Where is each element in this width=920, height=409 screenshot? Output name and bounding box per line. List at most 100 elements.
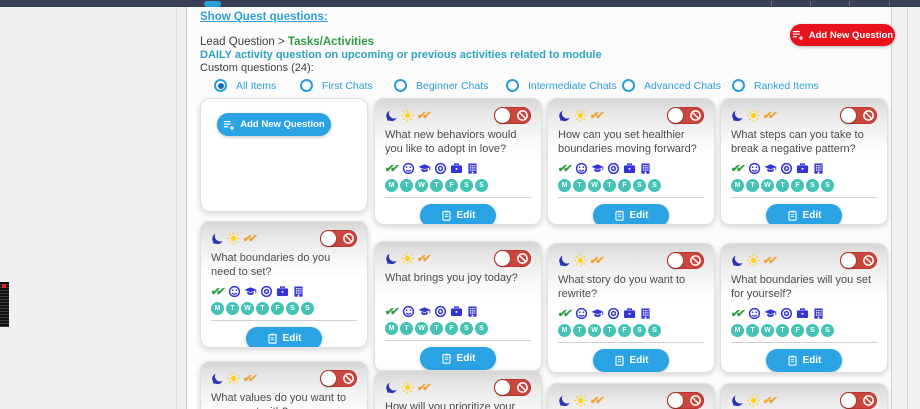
browser-top-bar <box>0 0 920 7</box>
question-card: ✔✔ What steps can you take to break a neg… <box>720 98 888 225</box>
edit-button[interactable]: Edit <box>766 349 842 372</box>
question-active-toggle[interactable] <box>667 106 704 124</box>
filter-all-items[interactable]: All Items <box>214 79 276 92</box>
day-circle: F <box>618 324 631 337</box>
prohibition-icon <box>862 394 875 407</box>
question-active-toggle[interactable] <box>840 251 877 269</box>
orange-double-check-icon: ✔✔ <box>589 109 602 122</box>
prohibition-icon <box>689 394 702 407</box>
add-new-question-button[interactable]: Add New Question <box>790 24 895 46</box>
moon-icon <box>558 254 571 267</box>
day-circle: S <box>821 179 834 192</box>
graduation-cap-icon <box>591 307 604 320</box>
radio-icon <box>300 79 313 92</box>
moon-icon <box>211 232 224 245</box>
orange-double-check-icon: ✔✔ <box>762 109 775 122</box>
spiral-icon <box>780 162 793 175</box>
building-icon <box>292 285 305 298</box>
green-double-check-icon: ✔✔ <box>384 305 397 318</box>
question-active-toggle[interactable] <box>667 391 704 409</box>
recorder-badge <box>0 282 9 327</box>
day-circle: S <box>648 179 661 192</box>
graduation-cap-icon <box>591 162 604 175</box>
edit-button[interactable]: Edit <box>246 327 322 347</box>
spiral-icon <box>434 162 447 175</box>
show-quest-questions-link[interactable]: Show Quest questions: <box>200 11 328 23</box>
day-circle: W <box>761 179 774 192</box>
toggle-knob <box>841 392 856 408</box>
briefcase-icon <box>623 162 636 175</box>
question-active-toggle[interactable] <box>840 391 877 409</box>
smiley-icon <box>575 307 588 320</box>
prohibition-icon <box>516 252 529 265</box>
list-plus-icon <box>223 119 235 131</box>
radio-icon <box>394 79 407 92</box>
filter-first-chats[interactable]: First Chats <box>300 79 373 92</box>
question-active-toggle[interactable] <box>320 229 357 247</box>
moon-icon <box>731 394 744 407</box>
moon-icon <box>211 372 224 385</box>
breadcrumb-prefix: Lead Question > <box>200 36 288 48</box>
question-active-toggle[interactable] <box>667 251 704 269</box>
edit-label: Edit <box>456 210 476 221</box>
green-double-check-icon: ✔✔ <box>210 285 223 298</box>
filter-advanced-chats[interactable]: Advanced Chats <box>622 79 721 92</box>
filter-beginner-chats[interactable]: Beginner Chats <box>394 79 488 92</box>
graduation-cap-icon <box>244 285 257 298</box>
building-icon <box>812 307 825 320</box>
edit-label: Edit <box>802 355 822 366</box>
moon-icon <box>731 254 744 267</box>
list-plus-icon <box>792 29 804 41</box>
question-active-toggle[interactable] <box>494 106 531 124</box>
sun-icon <box>747 108 760 122</box>
briefcase-icon <box>796 162 809 175</box>
topbar-divider <box>771 1 772 6</box>
edit-button[interactable]: Edit <box>766 204 842 224</box>
day-circle: T <box>573 179 586 192</box>
filter-intermediate-chats[interactable]: Intermediate Chats <box>506 79 617 92</box>
question-card: ✔✔ How can you set healthier boundaries m… <box>547 98 715 225</box>
question-text: What values do you want to reconnect wit… <box>211 392 347 409</box>
question-text: What brings you joy today? <box>385 272 518 284</box>
building-icon <box>466 305 479 318</box>
clipboard-icon <box>267 333 278 344</box>
edit-button[interactable]: Edit <box>420 347 496 370</box>
topbar-divider <box>849 1 850 6</box>
green-double-check-icon: ✔✔ <box>730 162 743 175</box>
breadcrumb-current: Tasks/Activities <box>287 36 375 48</box>
divider <box>211 320 357 321</box>
orange-double-check-icon: ✔✔ <box>242 372 255 385</box>
day-circle: M <box>731 324 744 337</box>
sun-icon <box>574 393 587 407</box>
sun-icon <box>401 108 414 122</box>
divider <box>731 342 877 343</box>
edit-button[interactable]: Edit <box>420 204 496 224</box>
add-new-question-card-button[interactable]: Add New Question <box>217 113 331 136</box>
custom-questions-count: Custom questions (24): <box>200 62 314 74</box>
orange-double-check-icon: ✔✔ <box>762 394 775 407</box>
graduation-cap-icon <box>418 305 431 318</box>
moon-icon <box>385 381 398 394</box>
moon-icon <box>558 109 571 122</box>
green-double-check-icon: ✔✔ <box>557 307 570 320</box>
filter-ranked-items[interactable]: Ranked Items <box>732 79 819 92</box>
edit-label: Edit <box>456 353 476 364</box>
edit-button[interactable]: Edit <box>593 204 669 224</box>
edit-button[interactable]: Edit <box>593 349 669 372</box>
orange-double-check-icon: ✔✔ <box>589 254 602 267</box>
question-active-toggle[interactable] <box>494 378 531 396</box>
question-active-toggle[interactable] <box>840 106 877 124</box>
day-circle: M <box>731 179 744 192</box>
question-active-toggle[interactable] <box>494 249 531 267</box>
day-circle: W <box>588 324 601 337</box>
question-text: What story do you want to rewrite? <box>558 274 686 301</box>
record-dot-icon <box>2 284 6 288</box>
question-active-toggle[interactable] <box>320 369 357 387</box>
filter-label: Beginner Chats <box>416 79 489 92</box>
day-circle: T <box>400 322 413 335</box>
edit-label: Edit <box>629 210 649 221</box>
question-card: ✔✔ What boundaries do you need to set? ✔✔ M… <box>200 221 368 348</box>
day-circle: T <box>430 322 443 335</box>
